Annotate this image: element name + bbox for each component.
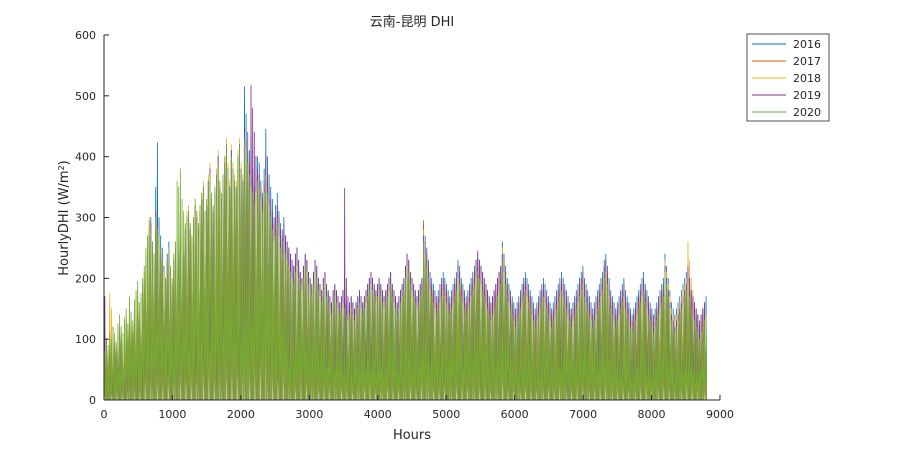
legend-label-2020: 2020 <box>793 106 821 119</box>
legend-label-2017: 2017 <box>793 55 821 68</box>
x-tick-label: 8000 <box>638 408 666 421</box>
y-axis-title-base: HourlyDHI (W/m <box>57 170 72 275</box>
legend-label-2016: 2016 <box>793 38 821 51</box>
x-tick-label: 9000 <box>706 408 734 421</box>
y-tick-label: 200 <box>75 272 96 285</box>
y-axis-title-close: ) <box>57 160 72 165</box>
x-tick-label: 6000 <box>501 408 529 421</box>
y-axis-title-superscript: 2 <box>57 165 66 170</box>
y-tick-label: 0 <box>89 394 96 407</box>
legend-label-2018: 2018 <box>793 72 821 85</box>
x-tick-label: 7000 <box>569 408 597 421</box>
legend: 2016 2017 2018 2019 2020 <box>746 33 830 122</box>
y-axis-title: HourlyDHI (W/m2) <box>57 160 73 276</box>
series-line-2020 <box>103 138 708 401</box>
x-ticks: 0 1000 2000 3000 4000 5000 6000 7000 8000 9000 <box>101 395 734 421</box>
x-tick-label: 4000 <box>364 408 392 421</box>
y-tick-label: 300 <box>75 212 96 225</box>
legend-label-2019: 2019 <box>793 89 821 102</box>
y-tick-label: 500 <box>75 90 96 103</box>
x-tick-label: 2000 <box>227 408 255 421</box>
x-tick-label: 3000 <box>295 408 323 421</box>
y-ticks: 0 100 200 300 400 500 600 <box>75 29 109 407</box>
x-tick-label: 0 <box>101 408 108 421</box>
y-tick-label: 600 <box>75 29 96 42</box>
chart-title: 云南-昆明 DHI <box>370 14 454 30</box>
y-tick-label: 400 <box>75 151 96 164</box>
x-tick-label: 5000 <box>432 408 460 421</box>
x-tick-label: 1000 <box>158 408 186 421</box>
x-axis-title: Hours <box>393 428 431 443</box>
y-tick-label: 100 <box>75 333 96 346</box>
